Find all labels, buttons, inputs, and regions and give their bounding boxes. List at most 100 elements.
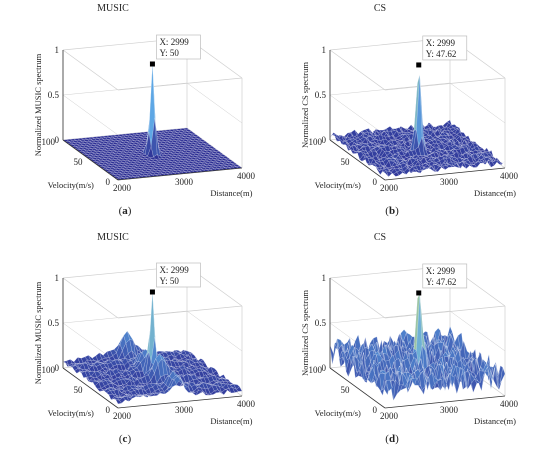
x-tick-label: 4000 [237, 171, 256, 181]
datatip-box [156, 262, 201, 288]
surface-cell [115, 399, 122, 405]
x-tick-label: 3000 [440, 177, 459, 187]
x-tick-label: 3000 [175, 405, 194, 415]
datatip-x: X: 2999 [426, 38, 456, 48]
z-axis-label: Normalized MUSIC spectrum [33, 53, 43, 156]
z-tick-label: 0.5 [48, 90, 60, 100]
peak-marker[interactable] [416, 290, 422, 296]
x-tick-label: 2000 [380, 183, 399, 193]
x-axis-label: Distance(m) [210, 188, 252, 198]
chart-title: MUSIC [97, 3, 129, 14]
y-tick-label: 50 [74, 157, 84, 167]
front-axes [62, 278, 243, 409]
grid-line [384, 305, 506, 319]
front-axes [329, 278, 506, 409]
x-tick-label: 2000 [113, 411, 132, 421]
grid-line [62, 277, 119, 319]
surface [329, 74, 506, 178]
y-axis-line [62, 139, 119, 181]
front-axes [62, 50, 243, 181]
grid-line [117, 77, 243, 91]
datatip-box [422, 35, 468, 61]
grid-line [329, 82, 506, 136]
peak-marker[interactable] [149, 289, 155, 295]
x-axis-line [117, 167, 243, 181]
subfigure-label: (d) [385, 433, 399, 445]
z-tick-label: 0.5 [48, 318, 60, 328]
chart-title: CS [374, 232, 386, 243]
z-axis-label: Normalized MUSIC spectrum [33, 281, 43, 384]
z-axis-label: Normalized CS spectrum [300, 62, 310, 148]
y-tick-label: 0 [106, 405, 111, 415]
datatip-x: X: 2999 [159, 265, 189, 275]
y-axis-line [329, 367, 386, 409]
x-tick-label: 3000 [175, 177, 194, 187]
y-axis-line [329, 139, 386, 181]
grid-line [384, 77, 506, 91]
grid-line [117, 305, 243, 319]
y-tick-label: 50 [74, 385, 84, 395]
subfigure-label: (a) [119, 205, 132, 217]
grid-line [329, 277, 386, 319]
surface [329, 293, 506, 401]
x-tick-label: 4000 [500, 171, 519, 181]
datatip-y: Y: 47.62 [426, 277, 457, 287]
surface [62, 63, 243, 181]
y-tick-label: 50 [341, 157, 351, 167]
z-tick-label: 1 [55, 45, 60, 55]
x-tick-label: 2000 [113, 183, 132, 193]
peak-marker[interactable] [416, 62, 422, 68]
y-tick-label: 0 [373, 177, 378, 187]
datatip-box [422, 263, 468, 289]
y-tick-label: 0 [106, 177, 111, 187]
z-tick-label: 1 [322, 45, 327, 55]
x-axis-label: Distance(m) [474, 188, 516, 198]
grid-line [62, 49, 119, 91]
datatip-y: Y: 50 [159, 276, 179, 286]
datatip-x: X: 2999 [159, 37, 189, 47]
peak-marker[interactable] [149, 61, 155, 67]
y-tick-label: 100 [42, 365, 56, 375]
z-tick-label: 0 [55, 135, 60, 145]
subfigure-label: (c) [119, 433, 132, 445]
datatip-y: Y: 50 [159, 48, 179, 58]
z-tick-label: 0 [322, 363, 327, 373]
grid-line [62, 310, 243, 364]
z-tick-label: 0 [322, 135, 327, 145]
datatip-box [156, 34, 201, 60]
y-axis-label: Velocity(m/s) [48, 180, 94, 190]
surface-cell [382, 170, 389, 177]
x-tick-label: 3000 [440, 405, 459, 415]
y-axis-label: Velocity(m/s) [315, 408, 361, 418]
x-axis-line [117, 395, 243, 409]
y-tick-label: 100 [309, 137, 323, 147]
front-axes [329, 50, 506, 181]
x-axis-label: Distance(m) [474, 416, 516, 426]
z-tick-label: 1 [322, 273, 327, 283]
datatip-x: X: 2999 [426, 266, 456, 276]
x-axis-line [384, 395, 506, 409]
y-tick-label: 50 [341, 385, 351, 395]
chart-title: CS [374, 3, 386, 14]
y-tick-label: 0 [373, 405, 378, 415]
y-axis-label: Velocity(m/s) [48, 408, 94, 418]
x-tick-label: 2000 [380, 411, 399, 421]
y-tick-label: 100 [309, 365, 323, 375]
grid-line [62, 82, 243, 136]
z-tick-label: 1 [55, 273, 60, 283]
y-tick-label: 100 [42, 137, 56, 147]
chart-title: MUSIC [97, 232, 129, 243]
surface [62, 291, 243, 405]
